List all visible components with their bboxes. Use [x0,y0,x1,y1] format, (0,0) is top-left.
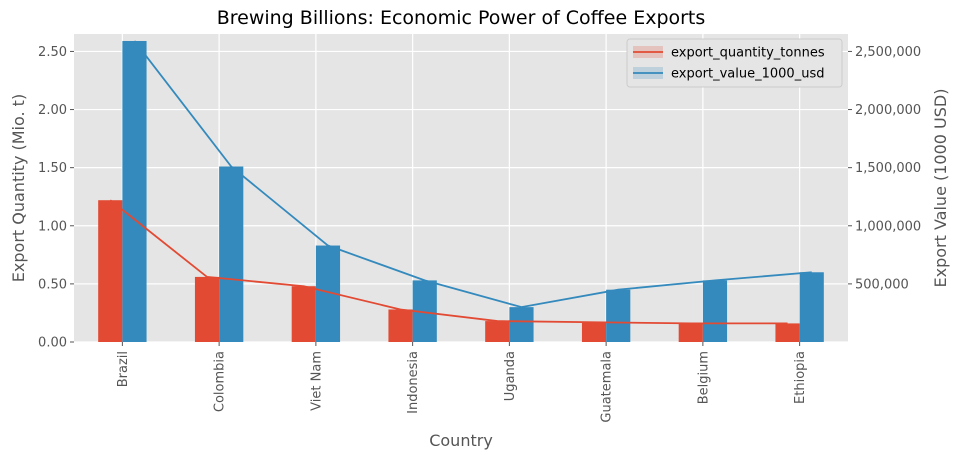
x-tick-label: Uganda [503,351,518,401]
x-tick-label: Colombia [213,351,228,412]
y-right-axis-label: Export Value (1000 USD) [931,89,950,288]
bar-export-value [122,40,147,343]
bar-export-quantity [775,323,800,342]
y-left-tick-label: 0.50 [38,277,67,292]
bar-export-value [799,272,824,342]
y-left-tick-label: 0.00 [38,336,67,351]
y-right-tick-label: 1,000,000 [855,219,921,234]
bar-export-quantity [581,322,607,342]
bar-export-quantity [678,323,703,342]
bar-export-quantity [98,200,123,342]
x-tick-label: Brazil [116,351,131,387]
line-export-value [133,40,812,309]
y-left-tick-label: 2.50 [38,45,67,60]
bar-export-value [219,166,244,342]
legend-box [626,38,843,88]
y-left-tick-label: 2.00 [38,103,67,118]
bar-export-value [702,280,728,342]
x-axis-label: Country [429,431,493,450]
bar-export-quantity [194,276,220,342]
x-tick-label: Guatemala [600,351,615,423]
y-right-tick-label: 2,500,000 [855,45,921,60]
bar-export-quantity [485,321,510,342]
x-tick-label: Indonesia [406,351,421,414]
bar-export-value [606,289,631,342]
x-tick-label: Belgium [696,351,711,404]
x-tick-label: Ethiopia [793,351,808,404]
y-right-tick-label: 1,500,000 [855,161,921,176]
x-tick-label: Viet Nam [309,351,324,411]
y-left-tick-label: 1.50 [38,161,67,176]
y-left-tick-label: 1.00 [38,219,67,234]
line-export-quantity [109,199,788,325]
bar-export-quantity [291,286,316,342]
y-right-tick-label: 500,000 [855,277,909,292]
bar-export-quantity [388,309,413,342]
legend-label: export_value_1000_usd [671,67,824,82]
bar-export-value [509,307,534,342]
chart-title: Brewing Billions: Economic Power of Coff… [217,7,706,29]
y-right-tick-label: 2,000,000 [855,103,921,118]
legend-label: export_quantity_tonnes [671,46,825,61]
y-left-axis-label: Export Quantity (Mio. t) [9,94,28,282]
